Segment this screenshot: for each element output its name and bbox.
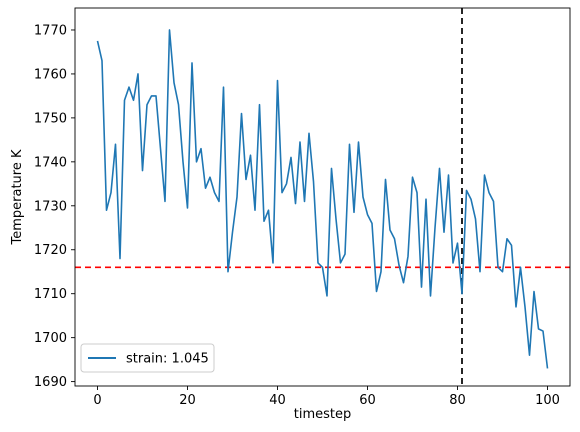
legend-box xyxy=(80,343,215,373)
legend: strain: 1.045 xyxy=(80,343,215,373)
x-axis: 0 20 40 60 80 100 xyxy=(93,386,560,408)
x-tick-label: 0 xyxy=(93,393,101,408)
y-tick-label: 1710 xyxy=(34,287,67,302)
series-layer xyxy=(96,29,549,369)
y-tick-label: 1740 xyxy=(34,155,67,170)
y-tick-label: 1690 xyxy=(34,375,67,390)
x-tick-label: 60 xyxy=(359,393,376,408)
series-line-0 xyxy=(96,29,549,369)
y-tick-label: 1720 xyxy=(34,243,67,258)
y-axis-label: Temperature K xyxy=(10,149,25,245)
x-axis-label: timestep xyxy=(294,407,352,422)
y-tick-label: 1730 xyxy=(34,199,67,214)
legend-label: strain: 1.045 xyxy=(126,352,209,367)
y-tick-label: 1760 xyxy=(34,67,67,82)
x-tick-label: 40 xyxy=(269,393,286,408)
plot-frame xyxy=(74,7,571,387)
y-tick-label: 1700 xyxy=(34,331,67,346)
x-tick-label: 100 xyxy=(535,393,560,408)
y-tick-label: 1770 xyxy=(34,23,67,38)
reference-lines xyxy=(75,8,570,386)
y-axis: 1690 1700 1710 1720 1730 1740 1750 1760 1770 xyxy=(34,23,75,390)
x-tick-label: 20 xyxy=(179,393,196,408)
y-tick-label: 1750 xyxy=(34,111,67,126)
x-tick-label: 80 xyxy=(449,393,466,408)
